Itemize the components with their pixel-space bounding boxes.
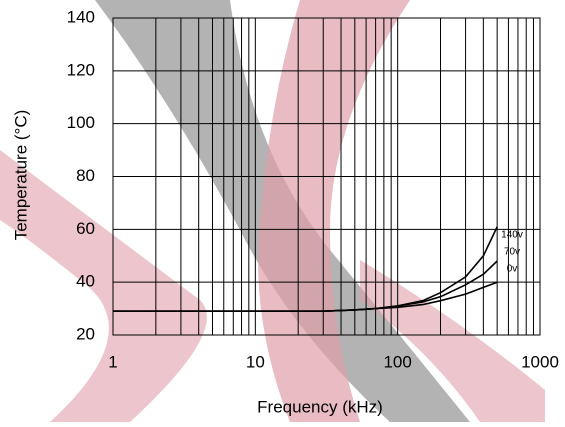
y-tick-label: 80	[76, 166, 95, 185]
x-tick-label: 100	[383, 352, 411, 371]
x-tick-label: 10	[246, 352, 265, 371]
series-label: 0v	[507, 263, 518, 274]
series-label: 70v	[504, 246, 520, 257]
series-line	[113, 281, 498, 313]
y-tick-label: 100	[67, 113, 95, 132]
y-tick-label: 40	[76, 272, 95, 291]
grid: 1 10 100 1000 20 40 60 80 100 120 140	[67, 7, 559, 371]
y-tick-label: 120	[67, 60, 95, 79]
x-tick-label: 1000	[521, 352, 559, 371]
plot: 140v 70v 0v	[113, 226, 523, 313]
y-tick-label: 20	[76, 324, 95, 343]
watermark	[0, 0, 545, 422]
y-axis-title: Temperature (°C)	[11, 110, 30, 241]
y-tick-label: 140	[67, 7, 95, 26]
y-tick-label: 60	[76, 219, 95, 238]
series-label: 140v	[501, 229, 523, 240]
x-tick-label: 1	[108, 352, 117, 371]
x-axis-title: Frequency (kHz)	[257, 397, 383, 416]
